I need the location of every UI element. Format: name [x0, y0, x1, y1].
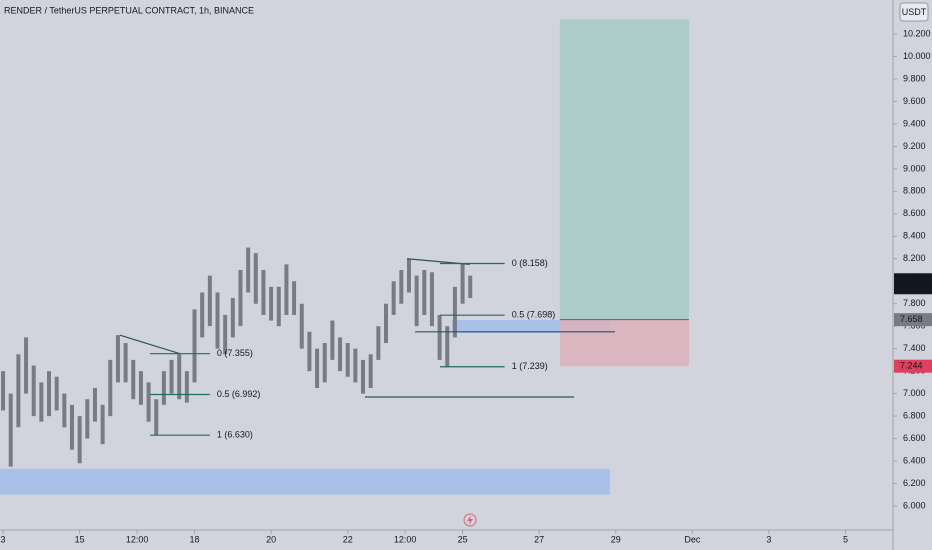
chart-title: RENDER / TetherUS PERPETUAL CONTRACT, 1h…: [4, 5, 254, 15]
stop-price-label-box: [894, 359, 932, 373]
y-tick-label: 10.200: [903, 28, 931, 38]
currency-button[interactable]: [899, 2, 929, 22]
y-tick-label: 9.200: [903, 141, 926, 151]
y-tick-label: 8.800: [903, 186, 926, 196]
zone: [0, 468, 611, 495]
x-tick-label: 12:00: [126, 534, 149, 544]
x-tick-label: 27: [534, 534, 544, 544]
last-price-label: 7.982: [900, 274, 923, 284]
event-icon[interactable]: [463, 513, 477, 527]
fib-label: 1 (7.239): [512, 361, 548, 371]
x-tick-label: 22: [343, 534, 353, 544]
y-tick-label: 7.400: [903, 343, 926, 353]
y-tick-label: 10.000: [903, 51, 931, 61]
fib-label: 0 (8.158): [512, 258, 548, 268]
x-tick-label: 25: [458, 534, 468, 544]
fib-label: 1 (6.630): [217, 430, 253, 440]
event-icon-bolt: [467, 515, 473, 525]
y-tick-label: 9.400: [903, 118, 926, 128]
y-tick-label: 7.000: [903, 388, 926, 398]
currency-label[interactable]: USDT: [902, 7, 927, 17]
y-tick-label: 9.600: [903, 96, 926, 106]
trend-line: [119, 334, 181, 355]
plot-area: [0, 19, 689, 495]
y-tick-label: 6.600: [903, 433, 926, 443]
y-tick-label: 8.200: [903, 253, 926, 263]
x-tick-label: 3: [766, 534, 771, 544]
y-tick-label: 9.000: [903, 163, 926, 173]
countdown-label: 19:56: [900, 283, 923, 293]
x-tick-label: 18: [190, 534, 200, 544]
stop-price-label: 7.244: [900, 361, 923, 371]
last-price-box: [894, 273, 932, 295]
fib-label: 0 (7.355): [217, 348, 253, 358]
x-tick-label: 5: [843, 534, 848, 544]
y-tick-label: 8.400: [903, 231, 926, 241]
y-tick-label: 9.800: [903, 73, 926, 83]
fib-label: 0.5 (6.992): [217, 389, 261, 399]
x-tick-label: 20: [266, 534, 276, 544]
entry-price-label-box: [894, 313, 932, 327]
y-tick-label: 7.800: [903, 298, 926, 308]
y-tick-label: 6.800: [903, 410, 926, 420]
fib-label: 0.5 (7.698): [512, 310, 556, 320]
loss-zone: [559, 319, 689, 367]
x-tick-label: 3: [1, 534, 6, 544]
y-tick-label: 6.400: [903, 455, 926, 465]
y-tick-label: 6.000: [903, 500, 926, 510]
x-tick-label: Dec: [684, 534, 701, 544]
x-tick-label: 29: [611, 534, 621, 544]
y-tick-label: 8.600: [903, 208, 926, 218]
x-tick-label: 15: [75, 534, 85, 544]
profit-zone: [559, 19, 689, 320]
x-tick-label: 12:00: [394, 534, 417, 544]
entry-price-label: 7.658: [900, 314, 923, 324]
y-tick-label: 6.200: [903, 478, 926, 488]
